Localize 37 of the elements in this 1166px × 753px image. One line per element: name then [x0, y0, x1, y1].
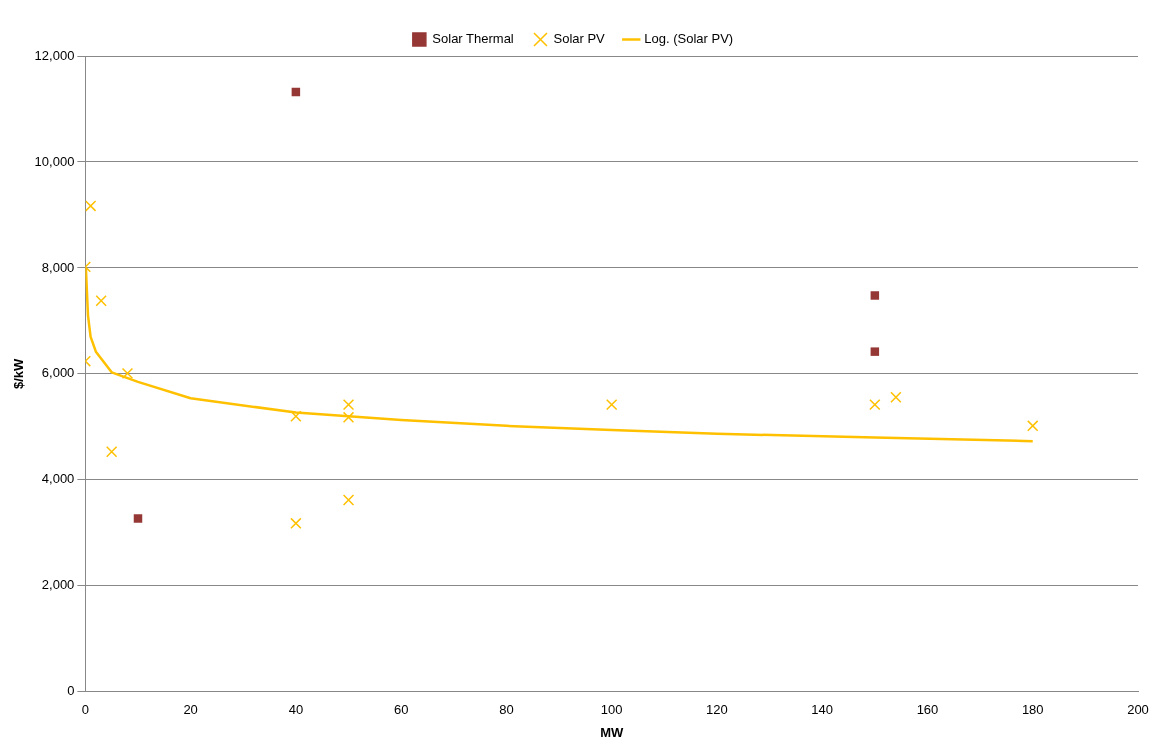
y-axis-title: $/kW	[11, 358, 27, 390]
point	[869, 398, 881, 411]
point	[290, 410, 302, 422]
x-tick-label: 100	[600, 702, 623, 718]
x-tick-label: 120	[706, 702, 728, 718]
point	[85, 200, 97, 212]
point	[105, 446, 118, 458]
point	[1027, 420, 1039, 432]
x-axis-title: MW	[600, 724, 624, 740]
x-tick-label: 80	[499, 702, 514, 718]
x-tick-label: 0	[81, 702, 89, 718]
x-tick-label: 200	[1127, 702, 1149, 718]
x-tick-label: 180	[1021, 702, 1044, 718]
point	[605, 398, 618, 411]
y-tick-label: 6,000	[41, 365, 75, 381]
point	[121, 367, 134, 380]
y-tick-label: 12,000	[34, 47, 75, 63]
point	[890, 391, 902, 403]
x-tick-label: 160	[916, 702, 939, 718]
point	[342, 494, 355, 506]
x-tick-label: 40	[288, 702, 304, 718]
y-tick-label: 8,000	[41, 259, 75, 275]
point	[870, 291, 880, 300]
y-tick-label: 10,000	[34, 153, 75, 169]
legend-label: Solar PV	[553, 31, 606, 47]
y-tick-label: 2,000	[41, 577, 75, 593]
x-tick-label: 20	[183, 702, 198, 718]
legend-label: Log. (Solar PV)	[644, 31, 734, 47]
point	[290, 517, 302, 530]
y-tick-label: 4,000	[41, 471, 75, 487]
x-tick-label: 140	[811, 702, 834, 718]
legend-label: Solar Thermal	[432, 31, 514, 47]
point	[133, 514, 143, 523]
point	[95, 295, 107, 307]
point	[870, 347, 880, 356]
x-tick-label: 60	[393, 702, 409, 718]
y-tick-label: 0	[67, 683, 75, 699]
